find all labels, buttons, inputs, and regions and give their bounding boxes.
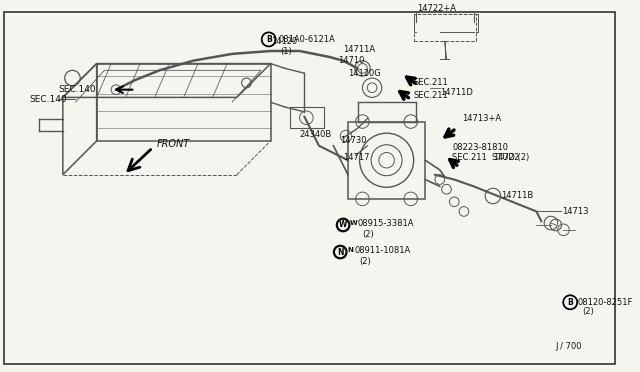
Text: 08915-3381A: 08915-3381A [358, 218, 414, 228]
Text: SEC.211: SEC.211 [413, 91, 449, 100]
Text: W: W [350, 220, 358, 226]
Text: J / 700: J / 700 [556, 342, 582, 351]
Text: FRONT: FRONT [157, 139, 190, 149]
Text: B: B [266, 35, 271, 44]
Text: 14717: 14717 [343, 153, 370, 162]
Text: (2): (2) [582, 308, 593, 317]
Text: 08911-1081A: 08911-1081A [355, 246, 411, 254]
Text: 14713+A: 14713+A [462, 114, 501, 123]
Text: 24340B: 24340B [300, 129, 332, 139]
Text: 14710: 14710 [339, 56, 365, 65]
Text: 14730: 14730 [340, 137, 367, 145]
Text: 14722: 14722 [493, 153, 519, 162]
Text: 081A0-6121A: 081A0-6121A [278, 35, 335, 44]
Text: N: N [337, 247, 344, 257]
Text: 14711B: 14711B [500, 192, 533, 201]
Bar [413, 14, 477, 41]
Text: SEC.211: SEC.211 [413, 78, 449, 87]
Bar [290, 107, 324, 128]
Text: 14711A: 14711A [343, 45, 375, 54]
Text: 14713: 14713 [563, 207, 589, 216]
Text: SEC.211  STUD (2): SEC.211 STUD (2) [452, 153, 529, 162]
Text: B: B [568, 298, 573, 307]
Text: (2): (2) [362, 230, 374, 239]
Text: 14722+A: 14722+A [417, 4, 456, 13]
Text: 08120-8251F: 08120-8251F [578, 298, 634, 307]
Text: SEC.140: SEC.140 [58, 85, 95, 94]
Text: N: N [347, 247, 353, 253]
Text: (2): (2) [360, 257, 371, 266]
Text: (1): (1) [280, 46, 292, 55]
Text: 14711D: 14711D [440, 88, 472, 97]
Text: 14120: 14120 [271, 37, 297, 46]
Text: SEC.140: SEC.140 [29, 95, 67, 104]
Text: 14120G: 14120G [348, 69, 381, 78]
Text: 08223-81810: 08223-81810 [452, 143, 508, 152]
Text: W: W [339, 221, 348, 230]
